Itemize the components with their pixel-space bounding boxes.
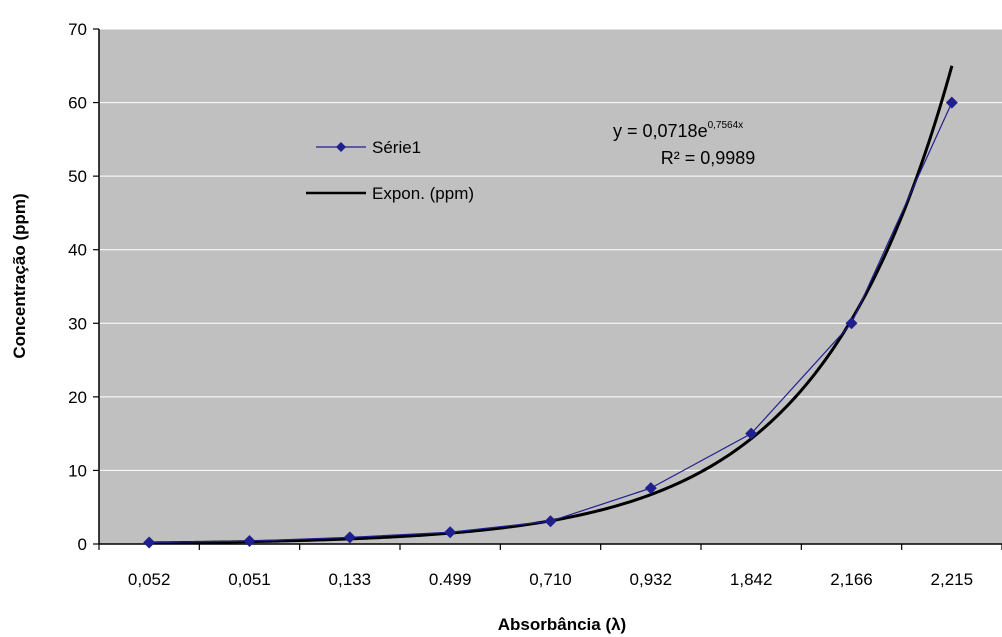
y-axis-title: Concentração (ppm) xyxy=(10,193,29,358)
series1-point xyxy=(143,536,156,549)
r-squared-label: R² = 0,9989 xyxy=(661,148,756,168)
x-tick-label: 0,051 xyxy=(228,570,271,589)
plot-area xyxy=(99,29,1002,544)
series1-point xyxy=(544,515,557,528)
equation-main: y = 0,0718e xyxy=(613,121,708,141)
x-tick-label: 1,842 xyxy=(730,570,773,589)
legend-series1-label: Série1 xyxy=(372,138,421,157)
y-axis-ticks: 0 10 20 30 40 50 60 70 xyxy=(68,20,99,554)
x-tick-label: 0.499 xyxy=(429,570,472,589)
x-tick-label: 2,166 xyxy=(830,570,873,589)
x-tick-label: 0,710 xyxy=(529,570,572,589)
series1-point xyxy=(243,535,256,548)
x-tick-label: 0,932 xyxy=(630,570,673,589)
x-tick-label: 2,215 xyxy=(931,570,974,589)
series1-point xyxy=(343,531,356,544)
y-tick-label: 40 xyxy=(68,241,87,260)
legend-trendline-label: Expon. (ppm) xyxy=(372,184,474,203)
y-tick-label: 0 xyxy=(78,535,87,554)
gridlines xyxy=(99,28,1002,471)
y-tick-label: 20 xyxy=(68,388,87,407)
series1-point xyxy=(945,96,958,109)
y-tick-label: 10 xyxy=(68,461,87,480)
series1-point xyxy=(444,526,457,539)
series1-point xyxy=(745,427,758,440)
legend: Série1 Expon. (ppm) xyxy=(306,138,474,203)
series-layer xyxy=(143,65,958,549)
series1-point xyxy=(845,317,858,330)
x-axis-title: Absorbância (λ) xyxy=(498,615,626,634)
legend-series1-marker xyxy=(336,142,346,152)
series1-point xyxy=(644,482,657,495)
y-tick-label: 70 xyxy=(68,20,87,39)
x-axis-ticks: 0,052 0,051 0,133 0.499 0,710 0,932 1,842 2,166… xyxy=(98,544,1002,589)
equation-exponent: 0,7564x xyxy=(708,120,744,131)
trendline-equation: y = 0,0718e0,7564x xyxy=(613,120,743,141)
x-tick-label: 0,133 xyxy=(329,570,372,589)
x-tick-label: 0,052 xyxy=(128,570,171,589)
y-tick-label: 30 xyxy=(68,314,87,333)
y-tick-label: 50 xyxy=(68,167,87,186)
y-tick-label: 60 xyxy=(68,94,87,113)
